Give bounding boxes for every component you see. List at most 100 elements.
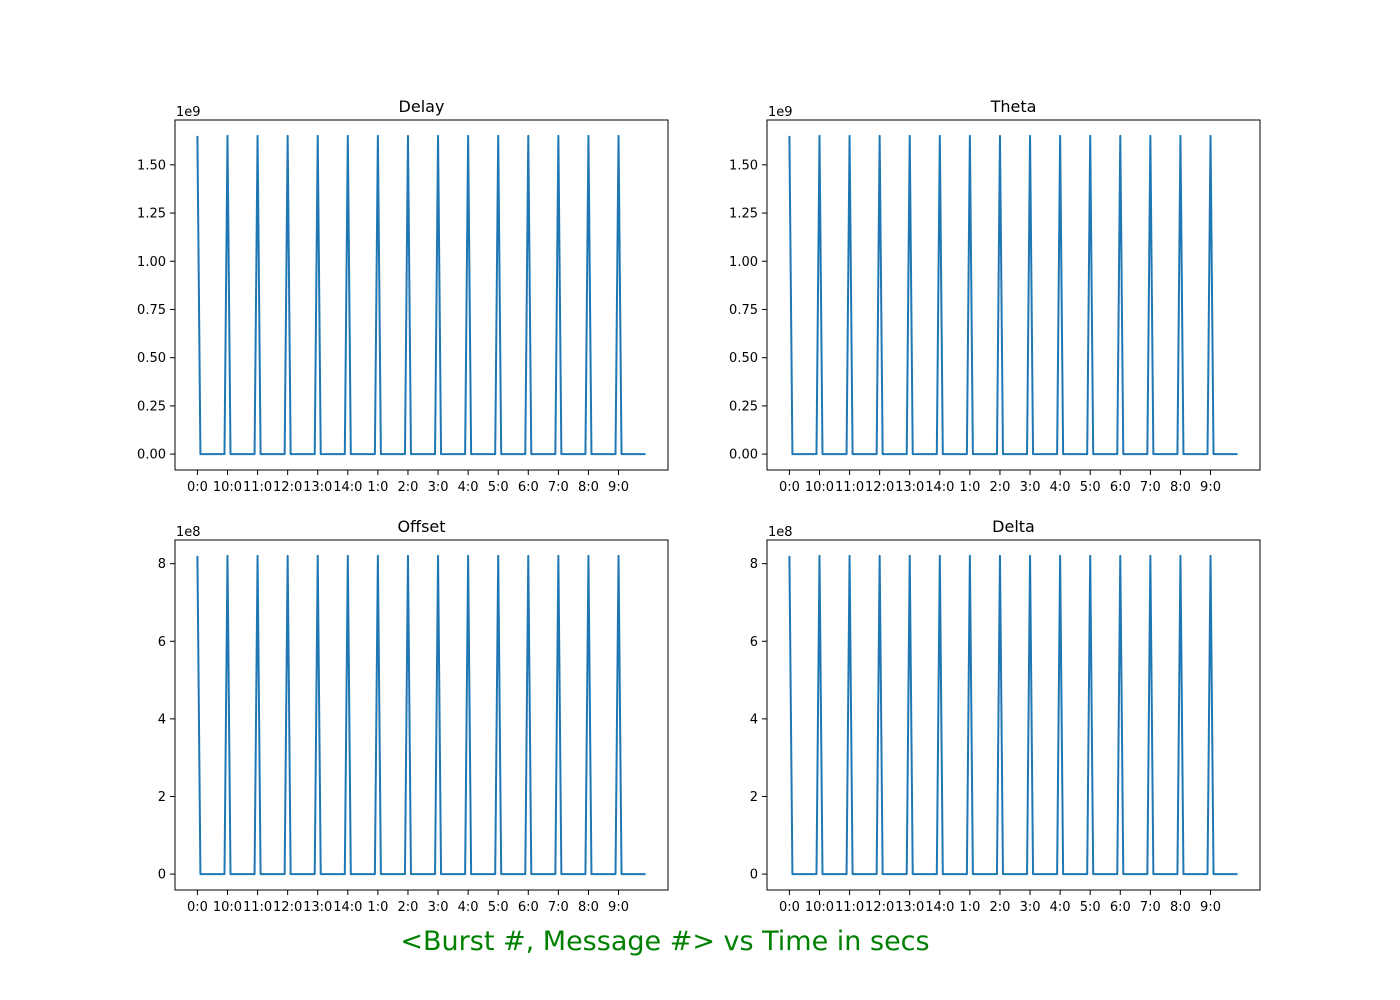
y-tick-label: 4 (750, 712, 758, 727)
x-tick-label: 14:0 (333, 900, 362, 915)
y-offset-text: 1e9 (176, 105, 201, 120)
x-tick-label: 12:0 (865, 900, 894, 915)
x-tick-label: 10:0 (213, 480, 242, 495)
x-tick-label: 6:0 (518, 480, 539, 495)
x-tick-label: 5:0 (488, 480, 509, 495)
x-tick-label: 3:0 (1020, 900, 1041, 915)
y-tick-label: 1.50 (137, 158, 166, 173)
x-tick-label: 14:0 (333, 480, 362, 495)
y-tick-label: 0.75 (137, 303, 166, 318)
x-tick-label: 7:0 (548, 480, 569, 495)
y-tick-label: 0.25 (137, 399, 166, 414)
x-tick-label: 7:0 (1140, 900, 1161, 915)
x-tick-label: 1:0 (959, 900, 980, 915)
x-tick-label: 1:0 (367, 900, 388, 915)
x-tick-label: 13:0 (895, 900, 924, 915)
y-offset-text: 1e8 (176, 525, 201, 540)
y-tick-label: 1.50 (729, 158, 758, 173)
x-tick-label: 12:0 (273, 480, 302, 495)
x-tick-label: 6:0 (1110, 900, 1131, 915)
subplot-title: Offset (397, 517, 445, 536)
axes-frame (174, 119, 669, 471)
y-tick-label: 0.00 (137, 448, 166, 463)
y-tick-label: 0.50 (137, 351, 166, 366)
y-tick-label: 2 (750, 790, 758, 805)
y-tick-label: 1.00 (729, 255, 758, 270)
x-tick-label: 11:0 (243, 480, 272, 495)
axes-frame (766, 539, 1261, 891)
x-tick-label: 12:0 (865, 480, 894, 495)
x-tick-label: 1:0 (959, 480, 980, 495)
x-tick-label: 8:0 (1170, 480, 1191, 495)
subplot-theta: Theta 1e9 0.00 0.25 0.50 0.75 1.00 1.25 1.50 0:… (729, 97, 1261, 495)
x-tick-label: 11:0 (243, 900, 272, 915)
axes-frame (174, 539, 669, 891)
x-tick-label: 8:0 (578, 480, 599, 495)
x-tick-label: 11:0 (835, 900, 864, 915)
axes-frame (766, 119, 1261, 471)
x-tick-label: 10:0 (805, 480, 834, 495)
subplot-delay: Delay 1e9 0.00 0.25 0.50 0.75 1.00 1.25 1.50 0:… (137, 97, 669, 495)
series-line (788, 554, 1238, 876)
y-tick-label: 1.25 (137, 207, 166, 222)
x-tick-label: 2:0 (398, 480, 419, 495)
x-tick-label: 0:0 (779, 900, 800, 915)
x-tick-label: 2:0 (990, 480, 1011, 495)
x-tick-label: 0:0 (187, 480, 208, 495)
x-tick-label: 9:0 (1200, 480, 1221, 495)
x-tick-label: 4:0 (458, 900, 479, 915)
x-tick-label: 0:0 (187, 900, 208, 915)
y-tick-label: 6 (158, 635, 166, 650)
subplot-delta: Delta 1e8 0 2 4 6 8 0:0 10:0 11:0 12:0 13:0 14:0 1:… (750, 517, 1261, 915)
x-tick-label: 3:0 (428, 900, 449, 915)
x-tick-label: 10:0 (213, 900, 242, 915)
x-tick-label: 9:0 (1200, 900, 1221, 915)
x-tick-label: 5:0 (1080, 900, 1101, 915)
x-tick-label: 7:0 (548, 900, 569, 915)
x-tick-label: 14:0 (925, 900, 954, 915)
x-tick-label: 2:0 (398, 900, 419, 915)
x-tick-label: 4:0 (458, 480, 479, 495)
x-tick-label: 11:0 (835, 480, 864, 495)
y-tick-label: 0 (158, 868, 166, 883)
x-tick-label: 10:0 (805, 900, 834, 915)
y-tick-label: 0.75 (729, 303, 758, 318)
x-tick-label: 7:0 (1140, 480, 1161, 495)
y-tick-label: 2 (158, 790, 166, 805)
y-offset-text: 1e9 (768, 105, 793, 120)
x-tick-label: 3:0 (428, 480, 449, 495)
x-tick-label: 5:0 (488, 900, 509, 915)
x-tick-label: 14:0 (925, 480, 954, 495)
y-tick-label: 0.50 (729, 351, 758, 366)
x-tick-label: 2:0 (990, 900, 1011, 915)
series-line (196, 554, 646, 876)
figure-caption: <Burst #, Message #> vs Time in secs (400, 926, 929, 957)
x-tick-label: 8:0 (578, 900, 599, 915)
subplot-title: Delay (399, 97, 445, 116)
series-line (196, 134, 646, 456)
y-tick-label: 1.25 (729, 207, 758, 222)
subplot-title: Delta (992, 517, 1035, 536)
x-tick-label: 9:0 (608, 900, 629, 915)
x-tick-label: 5:0 (1080, 480, 1101, 495)
series-line (788, 134, 1238, 456)
y-tick-label: 0.25 (729, 399, 758, 414)
x-tick-label: 4:0 (1050, 900, 1071, 915)
x-tick-label: 8:0 (1170, 900, 1191, 915)
y-tick-label: 8 (158, 557, 166, 572)
y-tick-label: 4 (158, 712, 166, 727)
x-tick-label: 12:0 (273, 900, 302, 915)
x-tick-label: 13:0 (303, 900, 332, 915)
x-tick-label: 9:0 (608, 480, 629, 495)
y-tick-label: 0 (750, 868, 758, 883)
subplot-offset: Offset 1e8 0 2 4 6 8 0:0 10:0 11:0 12:0 13:0 14:0 1… (158, 517, 669, 915)
x-tick-label: 0:0 (779, 480, 800, 495)
x-tick-label: 3:0 (1020, 480, 1041, 495)
x-tick-label: 6:0 (518, 900, 539, 915)
y-tick-label: 6 (750, 635, 758, 650)
x-tick-label: 13:0 (303, 480, 332, 495)
x-tick-label: 6:0 (1110, 480, 1131, 495)
x-tick-label: 13:0 (895, 480, 924, 495)
x-tick-label: 4:0 (1050, 480, 1071, 495)
